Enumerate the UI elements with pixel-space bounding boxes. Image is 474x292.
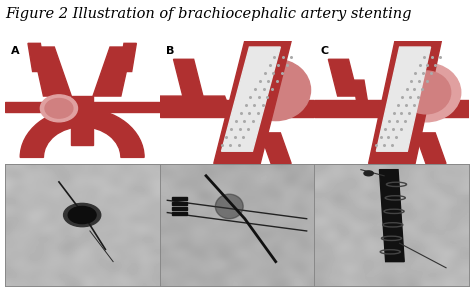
Text: Figure 2 Illustration of brachiocephalic artery stenting: Figure 2 Illustration of brachiocephalic… bbox=[5, 7, 411, 21]
Ellipse shape bbox=[40, 95, 78, 122]
Text: C: C bbox=[320, 46, 329, 56]
Ellipse shape bbox=[401, 71, 451, 114]
Polygon shape bbox=[119, 43, 137, 72]
Polygon shape bbox=[71, 96, 93, 145]
Polygon shape bbox=[369, 41, 441, 164]
Wedge shape bbox=[20, 108, 144, 157]
Polygon shape bbox=[33, 47, 71, 96]
Polygon shape bbox=[221, 47, 280, 151]
Polygon shape bbox=[160, 96, 229, 108]
Polygon shape bbox=[314, 100, 469, 117]
Polygon shape bbox=[415, 133, 446, 164]
Ellipse shape bbox=[68, 206, 96, 224]
Polygon shape bbox=[93, 102, 160, 112]
Polygon shape bbox=[5, 102, 71, 112]
Text: B: B bbox=[166, 46, 174, 56]
Polygon shape bbox=[260, 133, 291, 164]
Polygon shape bbox=[214, 41, 291, 164]
Bar bbox=[172, 197, 187, 200]
Ellipse shape bbox=[215, 194, 243, 219]
Ellipse shape bbox=[64, 203, 101, 227]
Ellipse shape bbox=[45, 98, 73, 118]
Polygon shape bbox=[28, 43, 45, 72]
Bar bbox=[172, 207, 187, 210]
Bar bbox=[172, 212, 187, 215]
Ellipse shape bbox=[241, 59, 310, 121]
Polygon shape bbox=[107, 59, 121, 84]
Polygon shape bbox=[353, 80, 369, 108]
Polygon shape bbox=[160, 100, 314, 117]
Polygon shape bbox=[44, 59, 57, 84]
Polygon shape bbox=[376, 47, 430, 151]
Bar bbox=[172, 202, 187, 205]
Ellipse shape bbox=[364, 171, 373, 176]
Polygon shape bbox=[173, 59, 203, 96]
Text: A: A bbox=[11, 46, 19, 56]
Ellipse shape bbox=[391, 63, 461, 122]
Polygon shape bbox=[93, 47, 132, 96]
Polygon shape bbox=[380, 170, 404, 262]
Polygon shape bbox=[328, 59, 358, 96]
